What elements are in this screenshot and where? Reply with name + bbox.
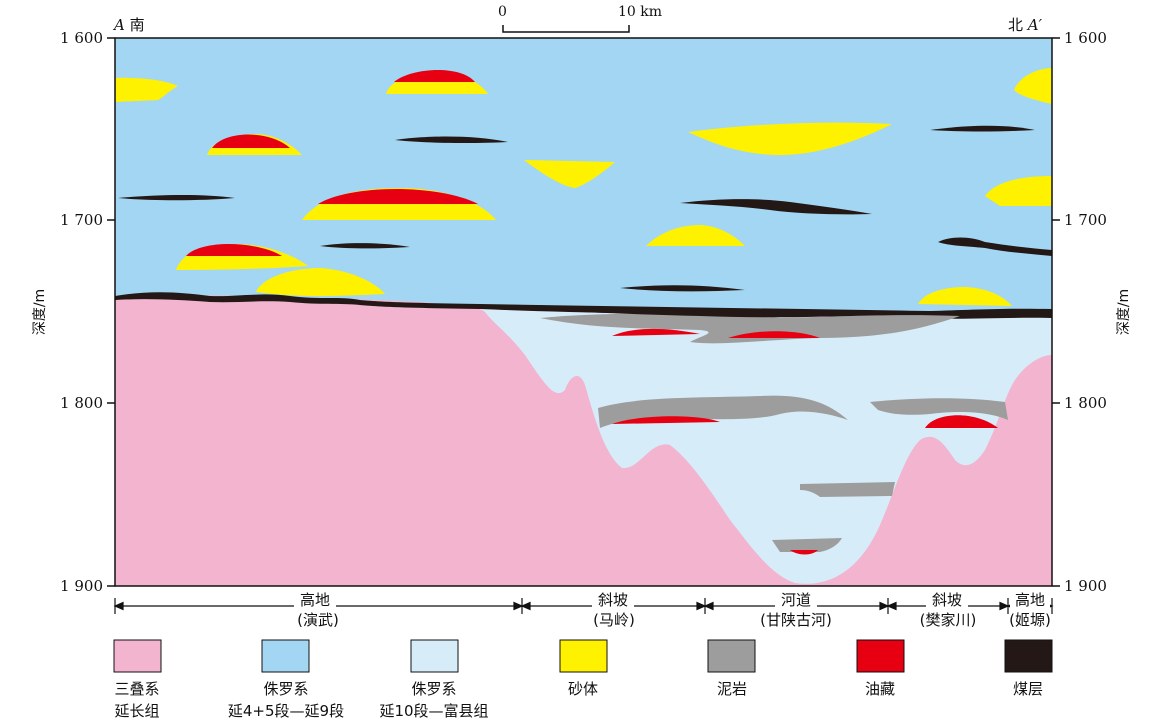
zone-label-line1: 斜坡 [598, 591, 628, 609]
legend-label-line1: 油藏 [865, 680, 895, 698]
legend: 三叠系 延长组 侏罗系 延4+5段—延9段 侏罗系 延10段—富县组 砂体 泥岩… [113, 639, 1053, 720]
scale-bar-line [502, 25, 630, 33]
legend-swatch [1004, 639, 1053, 673]
mudstone-lens [540, 313, 960, 344]
triassic-layer [115, 295, 1052, 586]
mudstone-lens [772, 538, 842, 552]
zone-slope-maling: 斜坡 (马岭) [592, 591, 635, 629]
legend-swatch [410, 639, 459, 673]
coal-seam [320, 243, 410, 249]
legend-label-line2: 延10段—富县组 [379, 702, 488, 720]
coal-seam [938, 237, 1052, 256]
scale-bar: 0 10 km [498, 4, 662, 33]
section-plot [115, 38, 1052, 586]
y-axis-title-left: 深度/m [32, 289, 48, 335]
legend-item-oil: 油藏 [856, 639, 905, 698]
zone-highland-jiyuan: 高地 (姬塬) [1009, 591, 1051, 629]
mudstone-lens [800, 482, 895, 497]
oil-reservoir [790, 550, 818, 555]
base-coal-seam [115, 292, 1052, 319]
y-axis-right: 1 600 1 700 1 800 1 900 深度/m [1052, 29, 1132, 595]
mudstone-lens [870, 398, 1008, 420]
zone-label-line1: 高地 [300, 591, 330, 609]
plot-frame [114, 37, 1053, 587]
oil-reservoir [318, 189, 478, 204]
corner-right-label: 北 A′ [1008, 16, 1043, 34]
zone-label-line2: (姬塬) [1009, 611, 1051, 629]
legend-item-jurassic-lower: 侏罗系 延10段—富县组 [379, 639, 489, 720]
sand-body [115, 77, 178, 102]
oil-reservoir [925, 415, 998, 428]
legend-swatch [707, 639, 756, 673]
sand-body [985, 176, 1052, 206]
coal-seam [680, 199, 872, 215]
coal-seam [118, 194, 235, 201]
coal-seam [930, 125, 1035, 132]
legend-item-sand: 砂体 [559, 639, 608, 698]
legend-label-line1: 侏罗系 [411, 680, 456, 698]
zone-label-line2: (演武) [297, 611, 339, 629]
oil-reservoir [394, 69, 475, 82]
coal-seam [395, 136, 508, 144]
zone-slope-fanjiachuan: 斜坡 (樊家川) [920, 591, 977, 629]
legend-label-line1: 三叠系 [114, 680, 159, 698]
legend-label-line1: 砂体 [568, 680, 598, 698]
legend-label-line1: 煤层 [1013, 680, 1043, 698]
zone-label-line1: 高地 [1015, 591, 1045, 609]
oil-reservoir [186, 244, 282, 256]
legend-swatch [113, 639, 162, 673]
oil-reservoir [212, 134, 290, 148]
zone-label-line2: (樊家川) [920, 611, 977, 629]
legend-swatch [261, 639, 310, 673]
y-axis-title-right: 深度/m [1116, 289, 1132, 335]
legend-label-line1: 侏罗系 [263, 680, 308, 698]
zone-highland-yanwu: 高地 (演武) [294, 591, 339, 629]
legend-item-coal: 煤层 [1004, 639, 1053, 698]
oil-reservoir [612, 328, 700, 336]
y-axis-left: 1 600 1 700 1 800 1 900 深度/m [32, 29, 115, 595]
y-tick-label: 1 600 [60, 29, 103, 47]
legend-swatch [559, 639, 608, 673]
oil-reservoir [612, 416, 720, 424]
legend-item-triassic: 三叠系 延长组 [113, 639, 162, 720]
sand-body [1014, 68, 1052, 104]
zone-label-line1: 斜坡 [932, 591, 962, 609]
coal-seam [620, 285, 745, 292]
zone-label-line1: 河道 [781, 591, 811, 609]
coal-seam [490, 304, 870, 318]
legend-label-line1: 泥岩 [717, 680, 747, 698]
sand-body [688, 122, 892, 155]
scale-start-label: 0 [498, 4, 507, 20]
y-tick-label: 1 900 [60, 577, 103, 595]
y-tick-label: 1 600 [1064, 29, 1107, 47]
y-tick-label: 1 700 [60, 211, 103, 229]
legend-item-mudstone: 泥岩 [707, 639, 756, 698]
sand-body [524, 160, 615, 188]
sand-body [646, 225, 745, 246]
sand-body [918, 287, 1012, 306]
zone-label-line2: (甘陕古河) [760, 611, 832, 629]
corner-left-label: A 南 [112, 16, 145, 34]
oil-reservoir [728, 331, 820, 338]
mudstone-lens [598, 395, 848, 428]
scale-end-label: 10 km [618, 4, 662, 20]
zone-channel-ganshan: 河道 (甘陕古河) [760, 591, 832, 629]
y-tick-label: 1 800 [1064, 394, 1107, 412]
legend-label-line2: 延长组 [114, 702, 159, 720]
legend-label-line2: 延4+5段—延9段 [228, 702, 344, 720]
zone-label-line2: (马岭) [593, 611, 635, 629]
zone-dimension-line [113, 598, 1054, 614]
y-tick-label: 1 800 [60, 394, 103, 412]
sand-body [256, 268, 385, 296]
y-tick-label: 1 700 [1064, 211, 1107, 229]
y-tick-label: 1 900 [1064, 577, 1107, 595]
legend-item-jurassic-upper: 侏罗系 延4+5段—延9段 [228, 639, 344, 720]
legend-swatch [856, 639, 905, 673]
